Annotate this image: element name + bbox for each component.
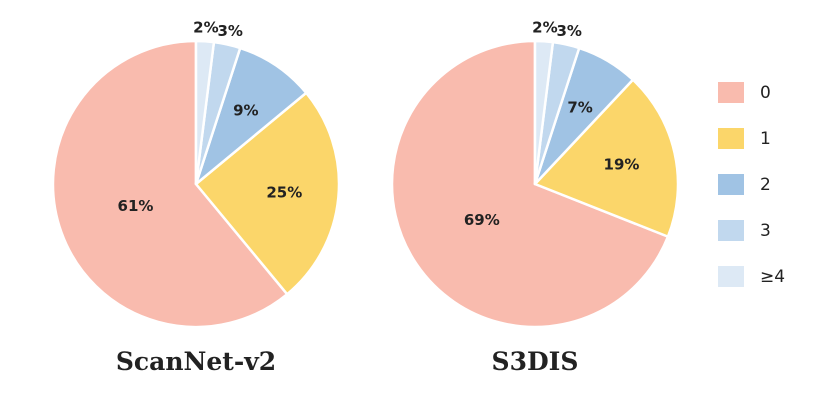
chart-title: S3DIS	[492, 347, 579, 376]
legend-swatch	[718, 82, 744, 103]
slice-label: 9%	[233, 102, 258, 120]
legend-label: 3	[760, 221, 771, 241]
legend-label: ≥4	[760, 267, 785, 287]
pie-slice-0	[51, 39, 289, 329]
legend-swatch	[718, 266, 744, 287]
pie-slice-1	[533, 78, 680, 238]
slice-label: 3%	[217, 22, 242, 40]
legend-swatch	[718, 128, 744, 149]
legend-item: 0	[718, 82, 771, 103]
slice-label: 25%	[266, 183, 302, 201]
slice-label: 2%	[193, 18, 218, 36]
slice-label: 61%	[118, 197, 154, 215]
pie-slice-0	[390, 39, 670, 329]
legend-swatch	[718, 220, 744, 241]
legend-item: 3	[718, 220, 771, 241]
pie-slice-≥4	[194, 39, 216, 186]
pie-slice-2	[194, 46, 308, 186]
chart-title: ScanNet-v2	[116, 347, 276, 376]
legend-label: 2	[760, 175, 771, 195]
pie-chart-1: 61% 25% 9% 3%2% ScanNet-v2	[51, 18, 341, 376]
legend-label: 0	[760, 83, 771, 103]
legend: 0 1 2 3 ≥4	[718, 82, 785, 287]
slice-label: 69%	[464, 211, 500, 229]
slice-label: 7%	[567, 99, 592, 117]
legend-item: 2	[718, 174, 771, 195]
pie-slice-1	[194, 91, 341, 296]
slice-label: 3%	[556, 22, 581, 40]
legend-swatch	[718, 174, 744, 195]
slice-label: 19%	[604, 156, 640, 174]
legend-label: 1	[760, 129, 771, 149]
slice-label: 2%	[532, 18, 557, 36]
pie-slice-≥4	[533, 39, 555, 186]
pie-chart-2: 69% 19% 7% 3%2% S3DIS	[390, 18, 680, 376]
legend-item: 1	[718, 128, 771, 149]
legend-item: ≥4	[718, 266, 785, 287]
